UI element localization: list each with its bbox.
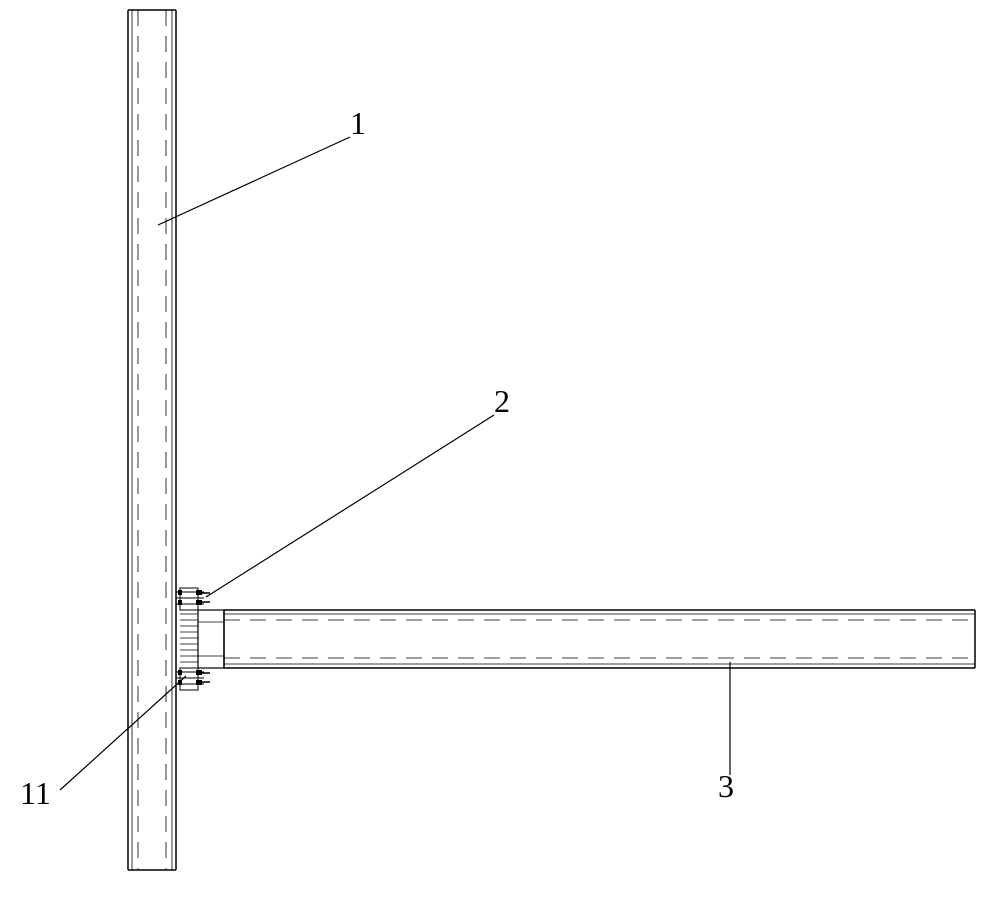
leader-line-2	[206, 415, 494, 597]
label-2: 2	[494, 383, 510, 420]
vertical-beam	[128, 10, 176, 870]
lower-bolt-cluster	[176, 668, 210, 690]
label-11: 11	[20, 775, 51, 812]
leader-lines	[60, 137, 730, 790]
label-3: 3	[718, 768, 734, 805]
connector-assembly	[176, 588, 224, 690]
diagram-container: 1 2 11 3	[0, 0, 1000, 900]
upper-bolt-cluster	[176, 588, 210, 610]
leader-line-11	[60, 676, 186, 790]
horizontal-beam	[224, 610, 975, 668]
engineering-drawing-svg	[0, 0, 1000, 900]
label-1: 1	[350, 105, 366, 142]
leader-line-1	[158, 137, 350, 225]
